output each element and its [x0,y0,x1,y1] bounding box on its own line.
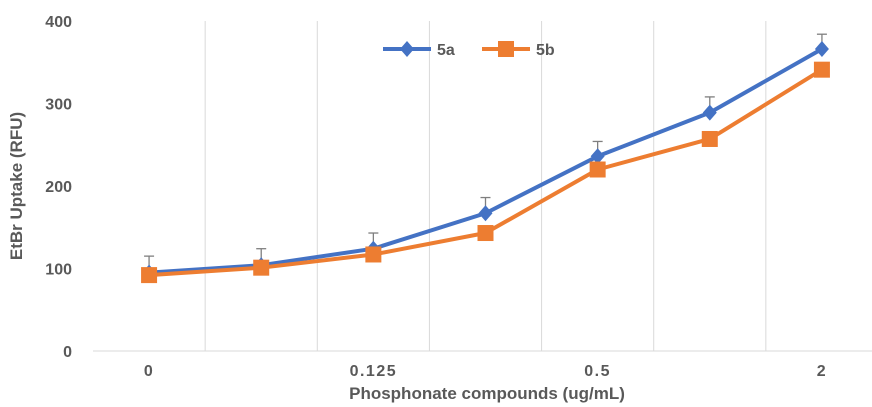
series-5a [142,33,829,281]
data-point [702,104,717,121]
data-point [253,259,270,276]
x-axis-title: Phosphonate compounds (ug/mL) [349,384,625,403]
x-tick-label: 0 [144,363,154,380]
data-point [589,161,606,178]
legend-marker [498,41,514,57]
legend-item-5a: 5a [383,41,455,59]
legend: 5a 5b [383,41,555,59]
gridlines [204,21,767,351]
y-tick-label: 0 [63,344,72,361]
x-tick-label: 0.125 [350,363,398,380]
data-point [365,246,382,263]
data-point [814,41,829,58]
data-point [590,148,605,165]
y-tick-label: 200 [45,179,72,196]
legend-label: 5a [437,42,455,59]
legend-marker [400,41,414,57]
y-axis-title: EtBr Uptake (RFU) [7,112,26,260]
y-tick-label: 300 [45,97,72,114]
x-axis-tick-labels: 0 0.125 0.5 2 [144,363,827,380]
data-point [477,225,494,242]
data-point [813,61,830,78]
data-point [701,130,718,147]
series-5b [141,61,830,284]
series-line [148,67,823,278]
legend-item-5b: 5b [482,41,555,59]
x-tick-label: 2 [817,363,827,380]
data-point [141,267,158,284]
data-point [478,205,493,222]
y-tick-label: 400 [45,14,72,31]
y-axis-tick-labels: 0 100 200 300 400 [45,14,72,361]
x-tick-label: 0.5 [584,363,611,380]
y-tick-label: 100 [45,262,72,279]
legend-label: 5b [536,42,555,59]
series-layer [141,33,830,284]
